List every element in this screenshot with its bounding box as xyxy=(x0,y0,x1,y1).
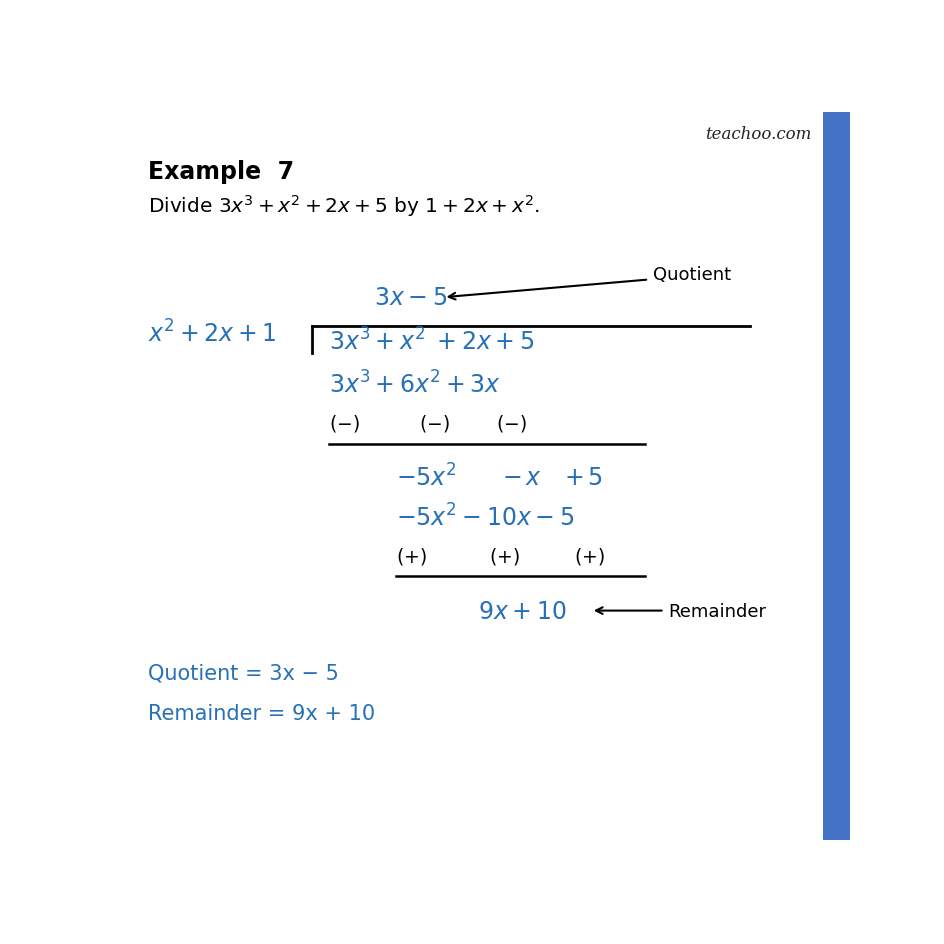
Text: $(+)$: $(+)$ xyxy=(573,545,604,566)
Text: $(+)$: $(+)$ xyxy=(488,545,518,566)
Text: $-5x^2 - 10x - 5$: $-5x^2 - 10x - 5$ xyxy=(396,503,573,531)
Text: teachoo.com: teachoo.com xyxy=(704,126,811,143)
Text: Quotient = 3x − 5: Quotient = 3x − 5 xyxy=(147,663,338,683)
Text: Example  7: Example 7 xyxy=(147,160,294,183)
Text: $(-)$: $(-)$ xyxy=(329,413,360,433)
Text: $(-)$: $(-)$ xyxy=(496,413,527,433)
Text: $x^2 + 2x + 1$: $x^2 + 2x + 1$ xyxy=(147,320,276,347)
Text: $9x + 10$: $9x + 10$ xyxy=(478,598,566,623)
Text: $-5x^2$: $-5x^2$ xyxy=(396,464,456,491)
Text: $3x^3 + 6x^2 + 3x$: $3x^3 + 6x^2 + 3x$ xyxy=(329,371,500,398)
Text: $(-)$: $(-)$ xyxy=(418,413,449,433)
Text: Remainder: Remainder xyxy=(667,602,766,620)
Text: Divide $3x^3 + x^2 + 2x + 5$ by $1 + 2x + x^2$.: Divide $3x^3 + x^2 + 2x + 5$ by $1 + 2x … xyxy=(147,193,539,218)
Text: $3x^3 + x^2 \;+ 2x + 5$: $3x^3 + x^2 \;+ 2x + 5$ xyxy=(329,329,533,355)
Text: $(+)$: $(+)$ xyxy=(396,545,426,566)
Text: $+\, 5$: $+\, 5$ xyxy=(564,465,602,489)
Text: $-\, x$: $-\, x$ xyxy=(501,465,541,489)
Text: Quotient: Quotient xyxy=(652,266,731,284)
Bar xyxy=(822,113,850,840)
Text: Remainder = 9x + 10: Remainder = 9x + 10 xyxy=(147,703,375,723)
Text: $3x - 5$: $3x - 5$ xyxy=(374,286,447,310)
